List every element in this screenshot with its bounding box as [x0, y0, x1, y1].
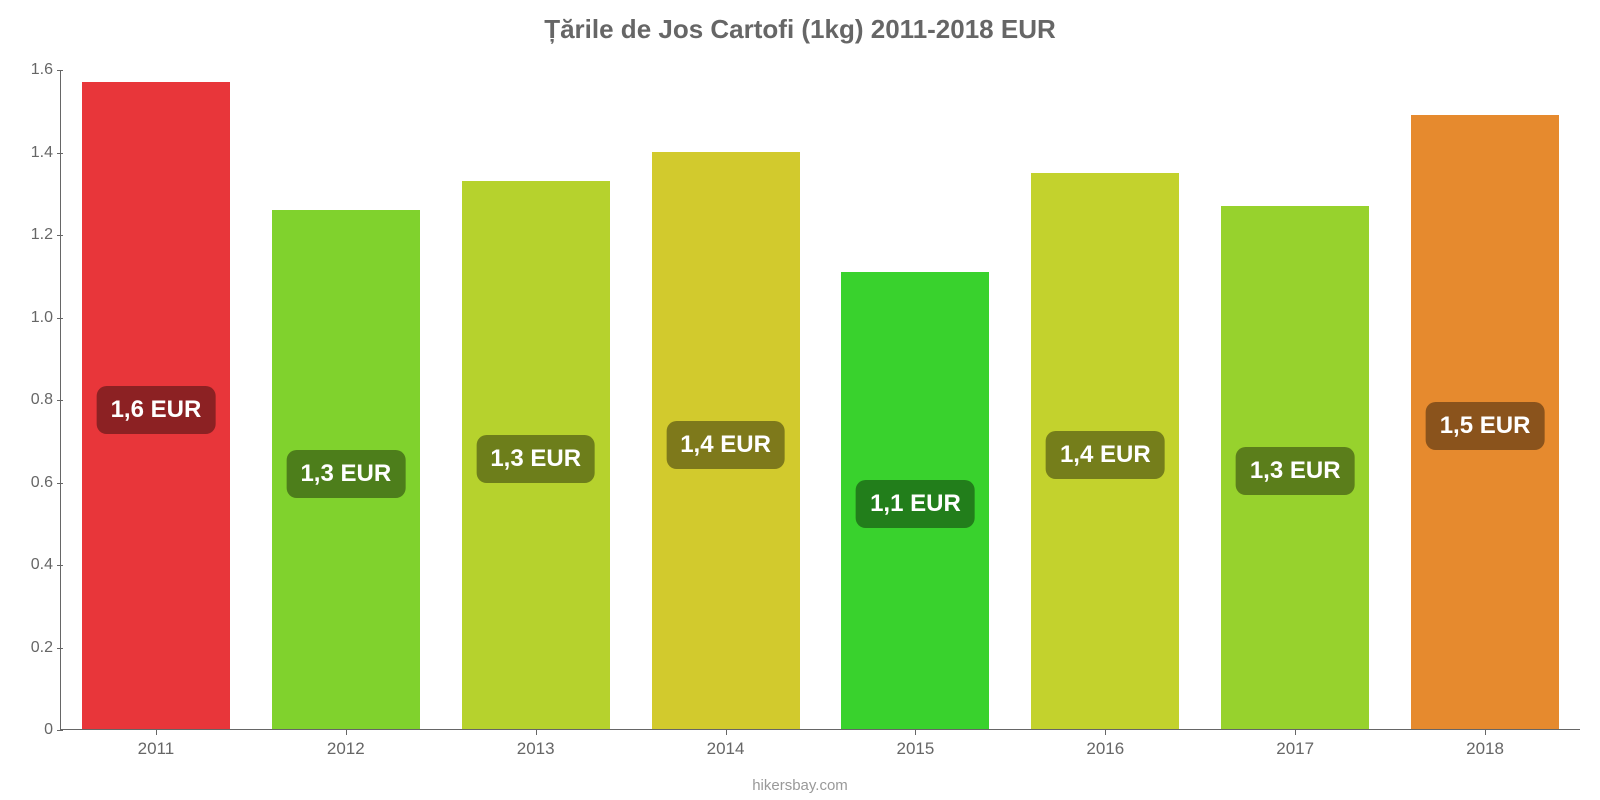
value-badge: 1,6 EUR [97, 386, 216, 434]
x-tick-label: 2011 [138, 739, 175, 759]
bar: 1,3 EUR [462, 181, 610, 729]
chart-container: Țările de Jos Cartofi (1kg) 2011-2018 EU… [0, 0, 1600, 800]
y-tick-label: 1.2 [9, 226, 53, 244]
value-badge: 1,3 EUR [476, 435, 595, 483]
x-tick-mark [1295, 729, 1296, 735]
x-tick-mark [1105, 729, 1106, 735]
y-tick-label: 0.2 [9, 639, 53, 657]
x-tick-label: 2018 [1466, 739, 1504, 759]
chart-title: Țările de Jos Cartofi (1kg) 2011-2018 EU… [0, 0, 1600, 45]
value-badge: 1,4 EUR [666, 421, 785, 469]
y-tick-label: 0 [9, 721, 53, 739]
bar-slot: 1,6 EUR2011 [61, 70, 251, 729]
plot-area: 1,6 EUR20111,3 EUR20121,3 EUR20131,4 EUR… [60, 70, 1580, 730]
bars-group: 1,6 EUR20111,3 EUR20121,3 EUR20131,4 EUR… [61, 70, 1580, 729]
value-badge: 1,1 EUR [856, 480, 975, 528]
y-tick-label: 1.6 [9, 61, 53, 79]
x-tick-mark [1485, 729, 1486, 735]
bar-slot: 1,3 EUR2012 [251, 70, 441, 729]
bar: 1,4 EUR [1031, 173, 1179, 729]
bar: 1,3 EUR [272, 210, 420, 729]
bar: 1,5 EUR [1411, 115, 1559, 729]
bar: 1,4 EUR [652, 152, 800, 729]
y-tick-label: 0.8 [9, 391, 53, 409]
value-badge: 1,3 EUR [286, 450, 405, 498]
bar: 1,3 EUR [1221, 206, 1369, 729]
y-tick-label: 0.4 [9, 556, 53, 574]
x-tick-label: 2016 [1086, 739, 1124, 759]
x-tick-label: 2014 [707, 739, 745, 759]
x-tick-label: 2017 [1276, 739, 1314, 759]
bar: 1,6 EUR [82, 82, 230, 729]
x-tick-mark [536, 729, 537, 735]
x-tick-label: 2012 [327, 739, 365, 759]
y-tick-label: 1.4 [9, 144, 53, 162]
x-tick-label: 2015 [897, 739, 935, 759]
x-tick-mark [156, 729, 157, 735]
x-tick-label: 2013 [517, 739, 555, 759]
value-badge: 1,5 EUR [1426, 402, 1545, 450]
attribution-text: hikersbay.com [0, 777, 1600, 794]
x-tick-mark [915, 729, 916, 735]
bar-slot: 1,3 EUR2013 [441, 70, 631, 729]
bar-slot: 1,1 EUR2015 [821, 70, 1011, 729]
bar-slot: 1,3 EUR2017 [1200, 70, 1390, 729]
x-tick-mark [726, 729, 727, 735]
y-tick-label: 1.0 [9, 309, 53, 327]
value-badge: 1,3 EUR [1236, 447, 1355, 495]
value-badge: 1,4 EUR [1046, 431, 1165, 479]
bar-slot: 1,4 EUR2016 [1010, 70, 1200, 729]
bar-slot: 1,5 EUR2018 [1390, 70, 1580, 729]
y-tick-label: 0.6 [9, 474, 53, 492]
x-tick-mark [346, 729, 347, 735]
bar-slot: 1,4 EUR2014 [631, 70, 821, 729]
bar: 1,1 EUR [841, 272, 989, 729]
